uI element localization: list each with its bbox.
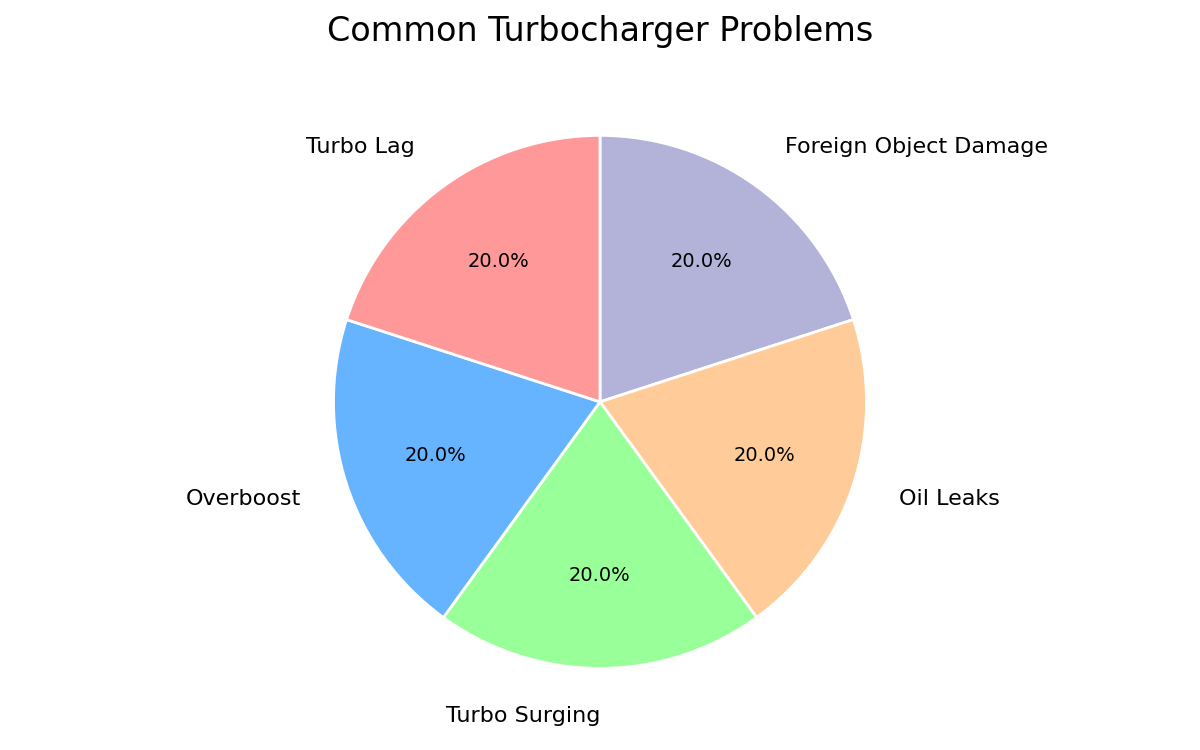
Title: Common Turbocharger Problems: Common Turbocharger Problems (326, 15, 874, 48)
Wedge shape (600, 136, 853, 402)
Text: Turbo Lag: Turbo Lag (306, 137, 415, 158)
Wedge shape (347, 136, 600, 402)
Text: 20.0%: 20.0% (734, 446, 796, 465)
Text: 20.0%: 20.0% (467, 252, 529, 272)
Text: Turbo Surging: Turbo Surging (445, 706, 600, 726)
Text: 20.0%: 20.0% (671, 252, 733, 272)
Text: 20.0%: 20.0% (569, 566, 631, 584)
Wedge shape (600, 320, 866, 617)
Wedge shape (443, 402, 757, 668)
Text: Foreign Object Damage: Foreign Object Damage (785, 137, 1048, 158)
Text: Oil Leaks: Oil Leaks (899, 489, 1000, 509)
Text: 20.0%: 20.0% (404, 446, 466, 465)
Wedge shape (334, 320, 600, 617)
Text: Overboost: Overboost (186, 489, 301, 509)
